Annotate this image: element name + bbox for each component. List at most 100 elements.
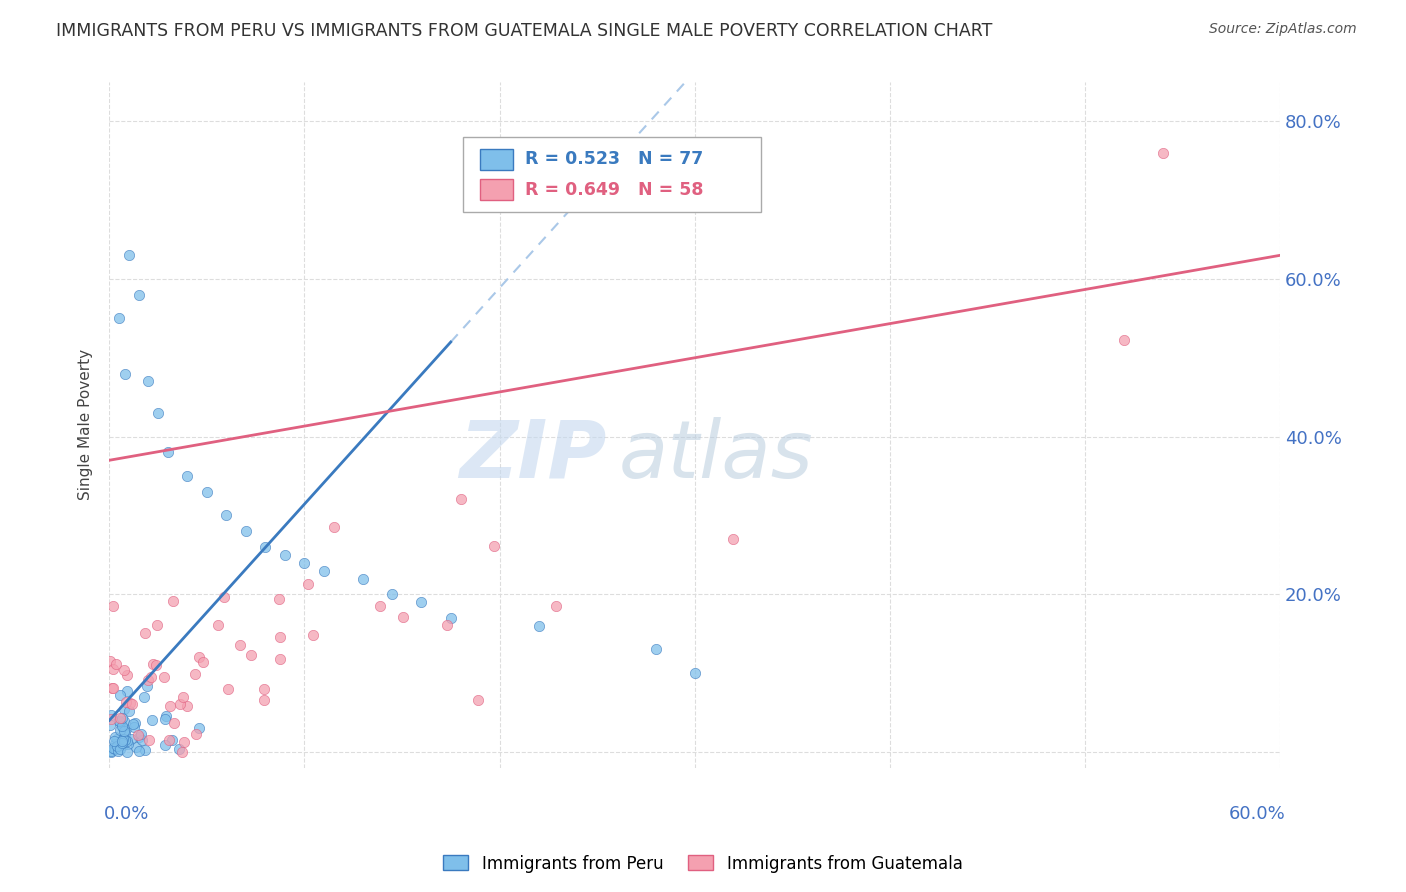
Text: 0.0%: 0.0% xyxy=(104,805,149,823)
Point xyxy=(107,744,129,758)
Point xyxy=(100,744,122,758)
Point xyxy=(467,692,489,706)
Point xyxy=(1112,333,1135,347)
Point xyxy=(134,743,156,757)
Point xyxy=(104,657,127,672)
Point xyxy=(193,655,215,669)
Text: R = 0.649   N = 58: R = 0.649 N = 58 xyxy=(524,180,703,199)
Point xyxy=(169,697,191,711)
Point xyxy=(124,715,146,730)
Point xyxy=(436,617,458,632)
Point xyxy=(105,739,128,753)
FancyBboxPatch shape xyxy=(463,136,762,212)
Point xyxy=(127,728,149,742)
Point xyxy=(240,648,263,662)
Point xyxy=(184,666,207,681)
Point xyxy=(117,737,139,751)
Point xyxy=(112,663,135,677)
Point xyxy=(136,679,159,693)
Point xyxy=(114,723,136,737)
Point xyxy=(527,619,550,633)
Point xyxy=(145,657,167,672)
FancyBboxPatch shape xyxy=(481,149,513,169)
Point xyxy=(253,693,276,707)
Point xyxy=(138,732,160,747)
Point xyxy=(131,733,153,747)
Point xyxy=(118,696,141,710)
Point xyxy=(170,745,193,759)
Point xyxy=(128,743,150,757)
Point xyxy=(101,662,124,676)
Point xyxy=(100,745,122,759)
Point xyxy=(101,741,124,756)
Text: Source: ZipAtlas.com: Source: ZipAtlas.com xyxy=(1209,22,1357,37)
Point xyxy=(110,688,132,702)
Point xyxy=(160,732,183,747)
Point xyxy=(173,735,195,749)
Point xyxy=(683,666,706,681)
Point xyxy=(108,723,131,737)
Text: R = 0.523   N = 77: R = 0.523 N = 77 xyxy=(524,151,703,169)
Point xyxy=(128,731,150,745)
Point xyxy=(117,683,139,698)
Point xyxy=(381,587,404,601)
Point xyxy=(108,311,131,326)
Point xyxy=(155,708,177,723)
Point xyxy=(215,508,238,523)
Point xyxy=(103,681,125,695)
Point xyxy=(269,630,291,644)
Point xyxy=(212,590,235,604)
Point xyxy=(98,654,121,668)
Legend: Immigrants from Peru, Immigrants from Guatemala: Immigrants from Peru, Immigrants from Gu… xyxy=(437,848,969,880)
Point xyxy=(159,698,181,713)
Point xyxy=(368,599,391,613)
Point xyxy=(217,682,239,697)
Point xyxy=(146,618,169,632)
Point xyxy=(103,734,125,748)
Y-axis label: Single Male Poverty: Single Male Poverty xyxy=(79,350,93,500)
Point xyxy=(112,714,135,728)
Point xyxy=(482,539,505,553)
Point xyxy=(322,520,344,534)
Point xyxy=(100,681,122,696)
Point xyxy=(1152,145,1174,160)
Point xyxy=(392,610,415,624)
Point xyxy=(120,731,142,746)
Point xyxy=(146,406,169,420)
Point xyxy=(125,739,148,754)
Point xyxy=(267,591,290,606)
FancyBboxPatch shape xyxy=(481,179,513,200)
Point xyxy=(108,715,131,730)
Point xyxy=(112,723,135,738)
Point xyxy=(195,484,218,499)
Point xyxy=(108,714,131,728)
Text: atlas: atlas xyxy=(619,417,813,495)
Point xyxy=(297,577,319,591)
Point xyxy=(112,732,135,747)
Point xyxy=(153,712,176,726)
Point xyxy=(121,698,143,712)
Point xyxy=(104,742,127,756)
Point xyxy=(115,668,138,682)
Point xyxy=(207,618,229,632)
Point xyxy=(115,695,138,709)
Point xyxy=(184,727,207,741)
Point xyxy=(139,670,162,684)
Point xyxy=(546,599,568,614)
Point xyxy=(104,737,127,751)
Point xyxy=(155,738,177,752)
Point xyxy=(136,673,159,687)
Point xyxy=(292,556,315,570)
Point xyxy=(111,736,134,750)
Text: 60.0%: 60.0% xyxy=(1229,805,1286,823)
Point xyxy=(187,722,209,736)
Point xyxy=(721,532,744,546)
Point xyxy=(440,611,463,625)
Point xyxy=(111,719,134,733)
Point xyxy=(274,548,297,562)
Point xyxy=(100,707,122,722)
Point xyxy=(114,367,136,381)
Point xyxy=(450,491,472,506)
Point xyxy=(115,745,138,759)
Point xyxy=(187,649,209,664)
